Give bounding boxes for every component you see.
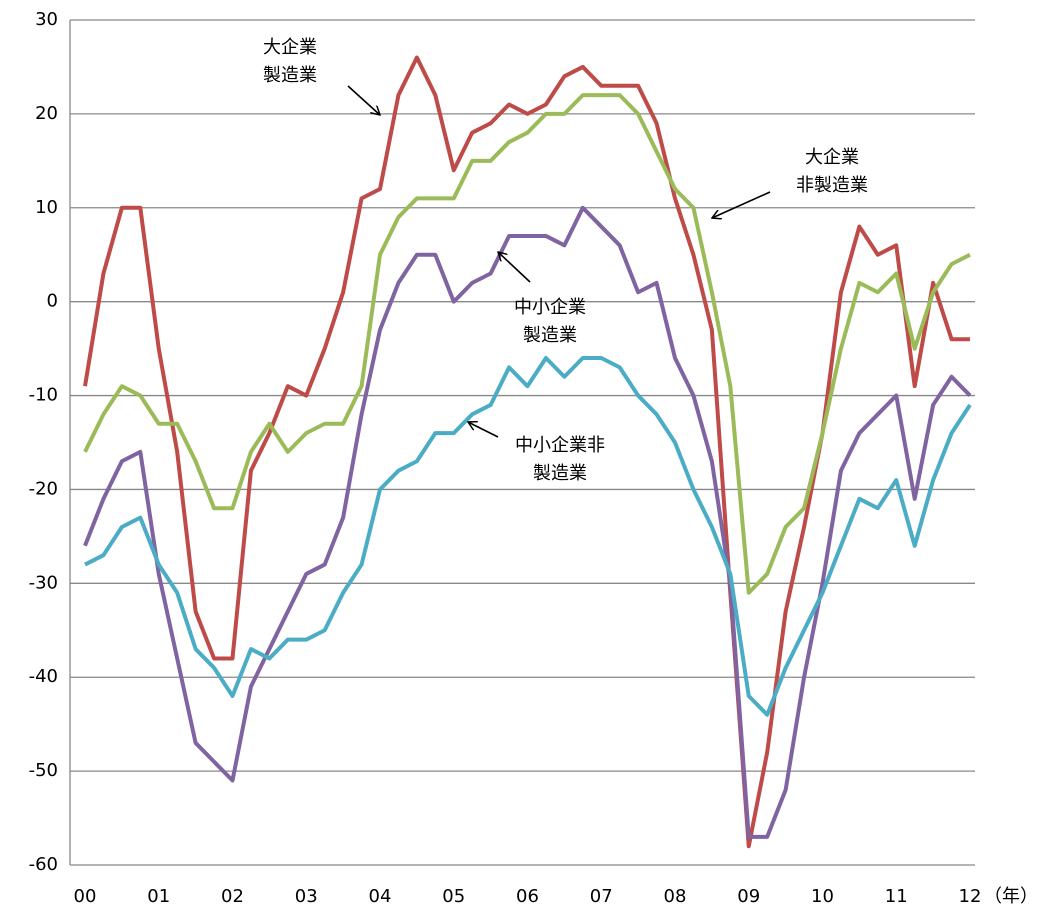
x-tick-label: 07: [590, 886, 613, 907]
y-tick-label: -50: [29, 760, 58, 781]
y-tick-label: 30: [35, 9, 58, 30]
x-tick-label: 06: [516, 886, 539, 907]
x-tick-label: 02: [221, 886, 244, 907]
annotation: 大企業: [805, 147, 859, 168]
arrows: [347, 85, 771, 438]
series-line: [84, 356, 972, 717]
arrow: [712, 191, 771, 218]
annotation: 中小企業: [514, 297, 586, 318]
y-tick-label: -40: [29, 666, 58, 687]
annotation: 大企業: [263, 37, 317, 58]
x-tick-label: 12: [959, 886, 982, 907]
x-tick-label: 05: [442, 886, 465, 907]
x-tick-label: 00: [74, 886, 97, 907]
plot: -60 -50 -40 -30 -20 -10 0 10 20 30 00 01 02 03 04 05 06 0…: [29, 9, 1038, 907]
arrow: [468, 422, 499, 438]
y-tick-label: -10: [29, 385, 58, 406]
y-tick-label: 20: [35, 103, 58, 124]
y-tick-label: -20: [29, 478, 58, 499]
annotation: 製造業: [263, 65, 317, 86]
y-tick-label: 10: [35, 197, 58, 218]
y-tick-label: 0: [47, 291, 58, 312]
arrow: [498, 252, 531, 283]
x-tick-label: 08: [664, 886, 687, 907]
series-line: [83, 93, 971, 595]
annotation: 製造業: [533, 463, 587, 484]
x-tick-label: 03: [295, 886, 318, 907]
annotation: 非製造業: [796, 175, 868, 196]
x-tick-label: 11: [885, 886, 908, 907]
x-tick-label: 04: [369, 886, 392, 907]
annotation: 中小企業非: [515, 435, 605, 456]
y-tick-label: -60: [29, 854, 58, 875]
x-tick-label: 10: [811, 886, 834, 907]
x-tick-label: 09: [737, 886, 760, 907]
y-tick-label: -30: [29, 572, 58, 593]
annotation: 製造業: [523, 325, 577, 346]
x-axis-label: （年）: [984, 886, 1038, 907]
series-line: [83, 205, 972, 839]
arrow: [347, 85, 380, 115]
x-tick-label: 01: [147, 886, 170, 907]
